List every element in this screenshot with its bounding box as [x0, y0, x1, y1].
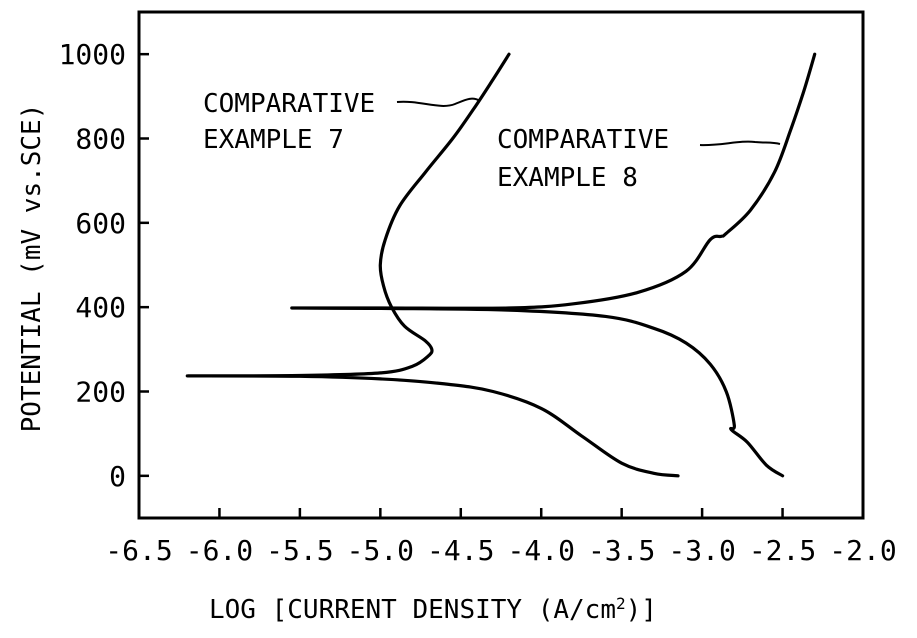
y-tick-label: 0 — [109, 460, 126, 493]
x-tick-label: -3.0 — [668, 534, 735, 567]
leader-line-example-8 — [700, 142, 780, 146]
x-tick-label: -6.5 — [105, 534, 172, 567]
series-label-example-7-line-1: COMPARATIVE — [203, 89, 375, 119]
x-axis-label-main: LOG [CURRENT DENSITY (A/cm — [209, 595, 616, 625]
x-tick-label: -4.5 — [427, 534, 494, 567]
x-axis-label: LOG [CURRENT DENSITY (A/cm2)] — [209, 594, 657, 626]
y-axis-ticks: 0 200 400 600 800 1000 — [59, 38, 149, 493]
series-label-example-7-line-2: EXAMPLE 7 — [203, 125, 344, 155]
y-tick-label: 200 — [75, 376, 126, 409]
x-axis-label-end: )] — [626, 595, 657, 625]
leader-line-example-7 — [397, 99, 480, 106]
y-tick-label: 400 — [75, 291, 126, 324]
y-tick-label: 800 — [75, 123, 126, 156]
x-tick-label: -4.0 — [508, 534, 575, 567]
plot-frame — [139, 12, 863, 518]
series-label-example-8-line-1: COMPARATIVE — [497, 125, 669, 155]
x-tick-label: -2.0 — [829, 534, 896, 567]
x-tick-label: -2.5 — [749, 534, 816, 567]
x-tick-label: -5.5 — [266, 534, 333, 567]
series-labels: COMPARATIVE EXAMPLE 7 COMPARATIVE EXAMPL… — [203, 89, 780, 193]
y-tick-label: 1000 — [59, 38, 126, 71]
series-label-example-8-line-2: EXAMPLE 8 — [497, 163, 638, 193]
axes: -6.5 -6.0 -5.5 -5.0 -4.5 -4.0 -3.5 -3.0 -2.5 -2.0… — [59, 12, 897, 567]
x-tick-label: -3.5 — [588, 534, 655, 567]
x-tick-label: -5.0 — [347, 534, 414, 567]
x-axis-label-superscript: 2 — [616, 594, 626, 613]
y-axis-label: POTENTIAL (mV vs.SCE) — [17, 104, 47, 433]
y-tick-label: 600 — [75, 207, 126, 240]
x-tick-label: -6.0 — [186, 534, 253, 567]
